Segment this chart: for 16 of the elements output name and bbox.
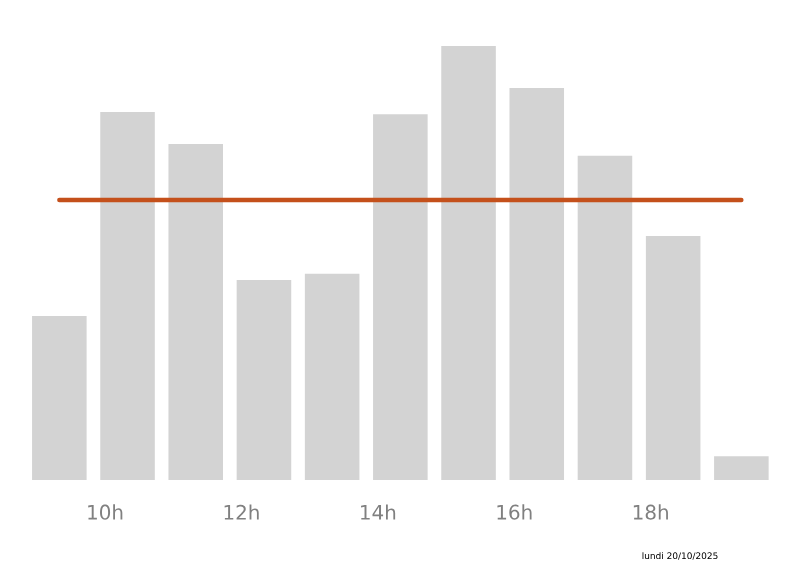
- bar: [304, 273, 360, 480]
- bar: [32, 315, 87, 480]
- bar: [168, 144, 224, 480]
- x-tick-label: 10h: [88, 504, 123, 520]
- bar: [509, 88, 565, 480]
- bar: [441, 45, 496, 480]
- bar: [577, 155, 633, 480]
- bar: [645, 236, 701, 480]
- bar: [100, 111, 155, 480]
- bar: [714, 456, 769, 480]
- bar: [236, 279, 292, 480]
- x-tick-label: 16h: [497, 504, 532, 520]
- x-tick-label: 12h: [224, 504, 259, 520]
- x-tick-label: 14h: [361, 504, 396, 520]
- bar: [373, 114, 428, 480]
- x-tick-label: 18h: [633, 504, 668, 520]
